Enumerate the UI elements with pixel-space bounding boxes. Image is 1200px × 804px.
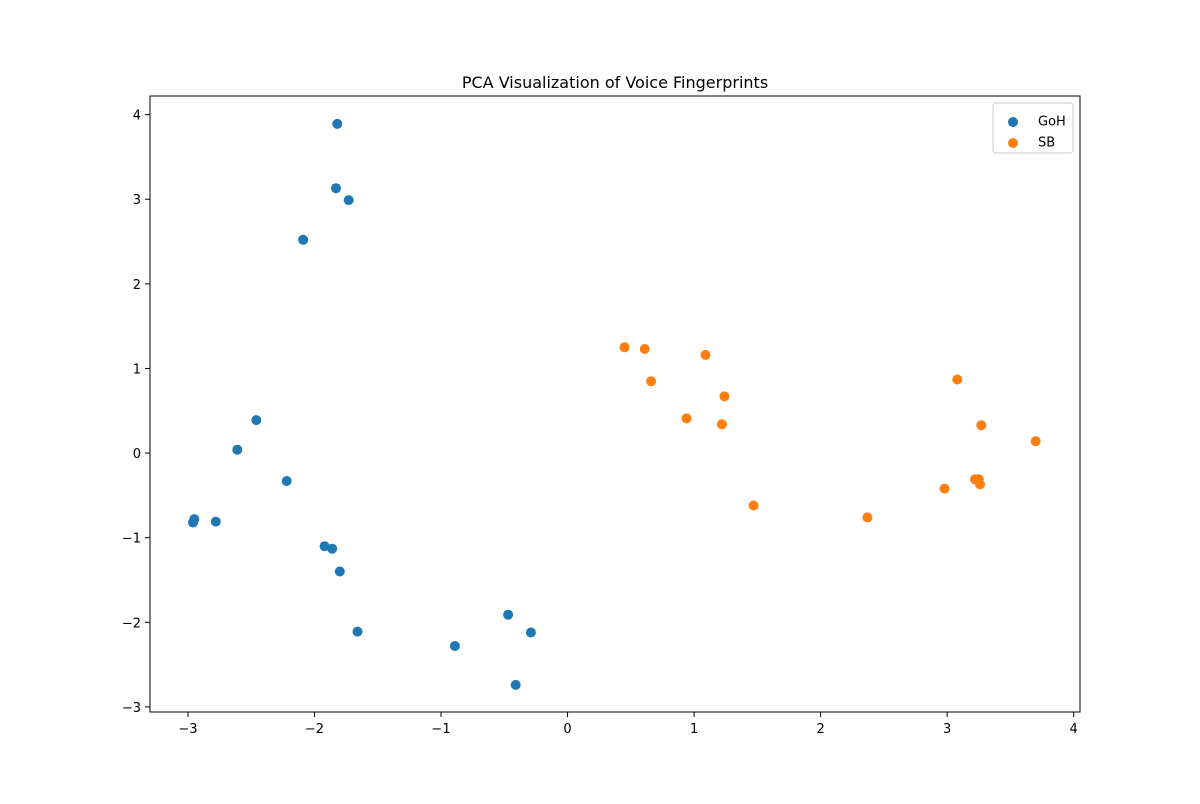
axes-layer: −3 −2 −1 0 1 2 3 4 −3 −2 −1 0 1 2 3 4 [122, 95, 1081, 737]
data-point-sb-6 [716, 419, 727, 430]
data-point-goh-6 [281, 476, 292, 486]
y-tick-label: 3 [133, 193, 141, 208]
legend-marker-sb [1008, 138, 1018, 148]
data-point-sb-15 [939, 483, 950, 494]
data-point-goh-17 [510, 679, 521, 690]
data-point-goh-5 [232, 444, 243, 455]
data-point-goh-9 [210, 516, 221, 527]
data-point-goh-12 [334, 566, 345, 577]
y-tick-label: 4 [133, 109, 141, 124]
x-tick-label: 0 [563, 722, 571, 737]
data-point-sb-0 [619, 342, 630, 353]
plot-frame [149, 95, 1081, 713]
x-tick-label: 2 [816, 722, 824, 737]
data-point-goh-2 [343, 195, 354, 206]
series-goh [188, 118, 536, 690]
x-tick-label: −1 [431, 722, 450, 737]
data-point-sb-7 [748, 500, 759, 511]
y-tick-label: 0 [133, 447, 141, 462]
chart-title: PCA Visualization of Voice Fingerprints [462, 73, 768, 92]
y-tick-label: −3 [122, 701, 141, 716]
legend-label-sb: SB [1038, 136, 1055, 151]
data-point-sb-10 [976, 420, 987, 431]
data-point-sb-1 [639, 344, 650, 354]
data-point-goh-8 [188, 517, 198, 528]
y-tick-label: −2 [122, 616, 141, 631]
data-point-goh-4 [251, 415, 262, 426]
data-point-sb-11 [1030, 436, 1041, 447]
x-tick-label: 1 [690, 722, 698, 737]
data-point-sb-4 [719, 391, 730, 402]
x-tick-label: 3 [943, 722, 951, 737]
x-tick-label: −2 [305, 722, 324, 737]
data-point-sb-14 [975, 479, 985, 490]
data-point-goh-0 [332, 118, 343, 129]
legend: GoH SB [992, 102, 1074, 154]
legend-label-goh: GoH [1038, 115, 1066, 130]
points-layer [188, 118, 1041, 690]
data-point-goh-15 [525, 627, 536, 638]
data-point-goh-11 [327, 543, 338, 554]
data-point-sb-8 [862, 512, 873, 523]
y-tick-label: 1 [133, 362, 141, 377]
x-tick-label: −3 [178, 722, 197, 737]
data-point-sb-5 [681, 413, 692, 424]
series-sb [619, 342, 1041, 523]
x-tick-label: 4 [1070, 722, 1078, 737]
data-point-goh-16 [449, 641, 460, 651]
data-point-goh-14 [503, 609, 514, 620]
legend-marker-goh [1008, 117, 1018, 127]
data-point-goh-1 [331, 183, 341, 194]
data-point-goh-3 [298, 234, 309, 245]
data-point-sb-3 [646, 376, 657, 387]
data-point-goh-13 [352, 626, 363, 637]
data-point-sb-2 [700, 349, 711, 360]
y-tick-label: 2 [133, 278, 141, 293]
data-point-goh-10 [319, 541, 330, 552]
y-tick-label: −1 [122, 532, 141, 547]
data-point-sb-9 [952, 374, 963, 385]
